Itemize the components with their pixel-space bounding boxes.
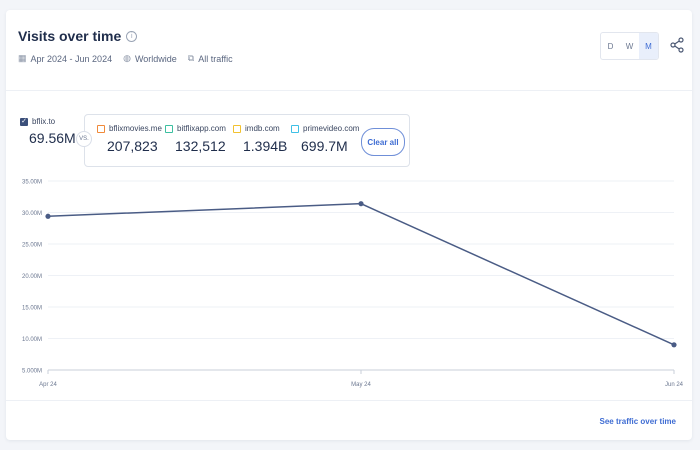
series-line bbox=[47, 202, 675, 346]
period-week-button[interactable]: W bbox=[625, 41, 634, 51]
x-tick-label: May 24 bbox=[351, 382, 371, 388]
competitor-visits: 699.7M bbox=[301, 138, 348, 154]
see-traffic-over-time-link[interactable]: See traffic over time bbox=[599, 417, 676, 426]
checkbox-checked-icon[interactable]: ✓ bbox=[20, 117, 28, 126]
period-toggle: D W M bbox=[600, 32, 659, 60]
competitor-visits: 1.394B bbox=[243, 138, 288, 154]
y-tick-label: 5.000M bbox=[22, 369, 42, 375]
y-tick-label: 25.00M bbox=[22, 243, 42, 249]
competitor-item[interactable]: imdb.com 1.394B bbox=[233, 124, 287, 154]
globe-icon: ◍ bbox=[123, 53, 131, 63]
competitor-name: imdb.com bbox=[245, 124, 280, 133]
data-point bbox=[45, 213, 51, 219]
data-point bbox=[671, 342, 677, 348]
clear-all-button[interactable]: Clear all bbox=[361, 128, 405, 156]
region: Worldwide bbox=[134, 53, 177, 64]
y-tick-label: 30.00M bbox=[22, 211, 42, 217]
y-tick-label: 20.00M bbox=[22, 274, 42, 280]
header-divider bbox=[6, 90, 692, 91]
competitor-visits: 132,512 bbox=[175, 138, 226, 154]
date-range: Apr 2024 - Jun 2024 bbox=[30, 53, 113, 64]
filters-summary: ▦ Apr 2024 - Jun 2024 ◍ Worldwide ⧉ All … bbox=[18, 53, 233, 64]
x-tick-label: Jun 24 bbox=[665, 382, 684, 388]
calendar-icon: ▦ bbox=[18, 53, 27, 63]
visits-over-time-card: Visits over time i ▦ Apr 2024 - Jun 2024… bbox=[6, 10, 692, 440]
share-icon[interactable] bbox=[670, 37, 684, 53]
info-icon[interactable]: i bbox=[126, 30, 138, 42]
traffic-type: All traffic bbox=[198, 53, 233, 64]
competitor-name: bitflixapp.com bbox=[177, 124, 226, 133]
competitors-panel: bflixmovies.me 207,823 bitflixapp.com 13… bbox=[84, 114, 410, 167]
checkbox-icon[interactable] bbox=[233, 124, 241, 133]
main-site-visits: 69.56M bbox=[29, 130, 76, 146]
card-title: Visits over time i bbox=[18, 28, 138, 44]
checkbox-icon[interactable] bbox=[165, 124, 173, 133]
period-month-button[interactable]: M bbox=[639, 33, 658, 59]
checkbox-icon[interactable] bbox=[97, 124, 105, 133]
checkbox-icon[interactable] bbox=[291, 124, 299, 133]
x-tick-label: Apr 24 bbox=[39, 382, 57, 388]
data-point bbox=[358, 201, 364, 207]
footer-divider bbox=[6, 400, 692, 401]
period-day-button[interactable]: D bbox=[607, 41, 614, 51]
visits-line-chart: 35.00M 30.00M 25.00M 20.00M 15.00M 10.00M 5.00… bbox=[22, 180, 684, 389]
competitor-visits: 207,823 bbox=[107, 138, 158, 154]
main-site-name: bflix.to bbox=[32, 117, 56, 126]
competitor-item[interactable]: bitflixapp.com 132,512 bbox=[165, 124, 226, 154]
competitor-name: bflixmovies.me bbox=[109, 124, 162, 133]
competitor-name: primevideo.com bbox=[303, 124, 360, 133]
competitor-item[interactable]: primevideo.com 699.7M bbox=[291, 124, 359, 154]
competitor-item[interactable]: bflixmovies.me 207,823 bbox=[97, 124, 162, 154]
devices-icon: ⧉ bbox=[187, 53, 195, 63]
y-tick-label: 35.00M bbox=[22, 180, 42, 186]
main-site-legend: ✓ bflix.to 69.56M bbox=[20, 117, 76, 146]
y-tick-label: 15.00M bbox=[22, 306, 42, 312]
vs-badge: VS. bbox=[76, 131, 92, 147]
y-tick-label: 10.00M bbox=[22, 337, 42, 343]
